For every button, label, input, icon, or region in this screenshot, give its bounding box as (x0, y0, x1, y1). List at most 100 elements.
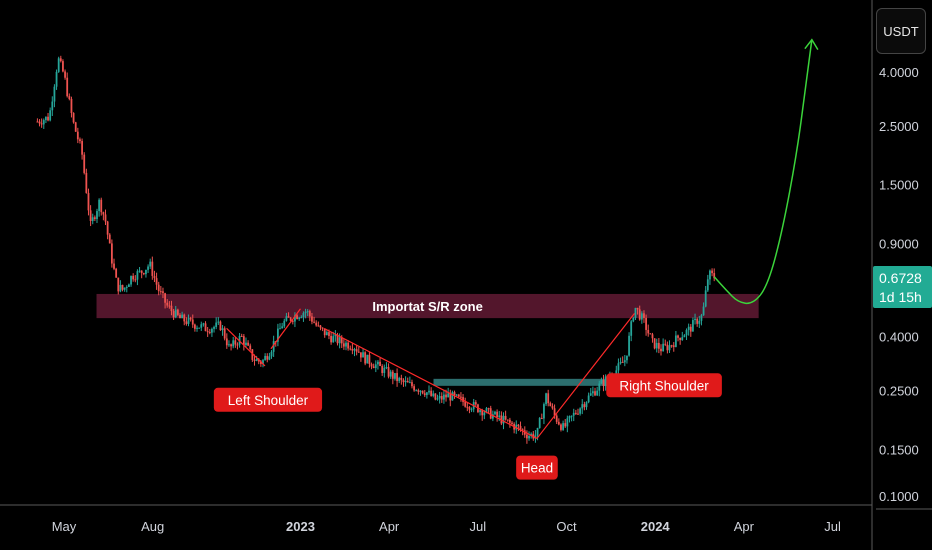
y-tick-label: 0.1000 (879, 489, 919, 504)
candles-layer (36, 55, 716, 444)
candle-body (630, 321, 633, 336)
candle-body (400, 377, 403, 380)
candle-body (621, 361, 624, 363)
candle-body (598, 383, 601, 391)
candle-body (96, 211, 98, 219)
candle-body (538, 418, 541, 428)
candle-body (634, 307, 637, 318)
candle-body (402, 379, 405, 383)
candle-body (332, 336, 335, 343)
candle-body (453, 392, 456, 396)
candle-body (579, 408, 582, 414)
y-axis[interactable]: 4.0000 2.5000 1.5000 0.9000 0.4000 0.2500 0.15… (879, 65, 919, 504)
candle-body (138, 270, 141, 272)
x-tick-label: Jul (824, 519, 841, 534)
sr-zone (96, 293, 759, 319)
candle-body (496, 411, 499, 417)
candle-body (455, 394, 458, 396)
candle-body (225, 338, 228, 346)
candle-body (519, 426, 522, 430)
candle-body (451, 392, 454, 401)
candle-body (317, 325, 320, 327)
candle-body (287, 316, 290, 318)
candle-body (370, 364, 373, 367)
y-tick-label: 0.1500 (879, 442, 919, 457)
projection-layer (713, 38, 819, 305)
candle-body (447, 393, 450, 398)
candle-body (596, 390, 599, 396)
candle-body (502, 415, 505, 424)
candle-body (136, 271, 139, 280)
candle-body (572, 412, 575, 416)
candle-body (432, 393, 435, 396)
candle-body (55, 71, 58, 87)
candle-body (372, 366, 375, 369)
candle-body (577, 413, 579, 415)
candle-body (696, 318, 699, 324)
candle-body (504, 415, 507, 420)
candle-body (338, 337, 341, 344)
candle-body (323, 328, 326, 336)
candle-body (517, 424, 520, 427)
currency-button[interactable]: USDT (876, 8, 926, 54)
candle-body (698, 320, 701, 324)
candle-body (709, 270, 711, 280)
x-axis[interactable]: May Aug 2023 Apr Jul Oct 2024 Apr Jul (52, 519, 841, 534)
candle-body (170, 305, 173, 312)
candle-body (183, 314, 186, 322)
candle-body (176, 309, 179, 315)
candle-body (570, 415, 573, 417)
candle-body (640, 313, 643, 320)
candle-body (38, 121, 41, 124)
pattern-line (536, 312, 635, 439)
y-tick-label: 0.4000 (879, 330, 919, 345)
candle-body (479, 410, 481, 413)
candle-body (387, 367, 390, 377)
candle-body (87, 192, 90, 211)
candle-body (508, 419, 511, 423)
candle-body (342, 343, 345, 347)
candle-body (687, 326, 690, 330)
candle-body (566, 418, 569, 427)
candle-body (481, 410, 484, 416)
price-tag: 0.6728 1d 15h (873, 266, 932, 308)
candle-body (340, 337, 343, 344)
candle-body (415, 390, 418, 392)
annotation-label-text: Left Shoulder (228, 393, 309, 408)
candle-body (193, 324, 196, 329)
candle-body (245, 342, 247, 346)
candle-body (636, 307, 639, 310)
x-tick-label: Apr (734, 519, 755, 534)
candle-body (142, 273, 145, 275)
candle-body (464, 401, 467, 407)
candle-body (47, 116, 49, 121)
candle-body (560, 424, 562, 430)
candle-body (172, 311, 175, 318)
price-tag-value: 0.6728 (879, 270, 922, 286)
candle-body (347, 342, 350, 349)
candle-body (289, 317, 292, 321)
candle-body (59, 58, 62, 62)
candle-body (53, 86, 56, 102)
candle-body (206, 331, 209, 333)
candle-body (483, 412, 486, 416)
x-tick-label: May (52, 519, 77, 534)
candle-body (643, 313, 645, 318)
candle-body (506, 419, 509, 421)
candle-body (240, 335, 243, 337)
candle-body (594, 391, 596, 396)
candle-body (381, 366, 384, 373)
candle-body (547, 393, 550, 404)
sr-zone-layer: Importat S/R zone (96, 293, 759, 319)
candle-body (221, 328, 224, 331)
candle-body (666, 344, 669, 351)
candle-body (42, 120, 45, 125)
candle-body (498, 415, 501, 417)
candle-body (460, 396, 462, 398)
candle-body (589, 393, 592, 396)
candle-body (462, 397, 464, 402)
candle-body (377, 361, 379, 365)
candle-body (162, 291, 164, 294)
candle-body (79, 139, 81, 142)
